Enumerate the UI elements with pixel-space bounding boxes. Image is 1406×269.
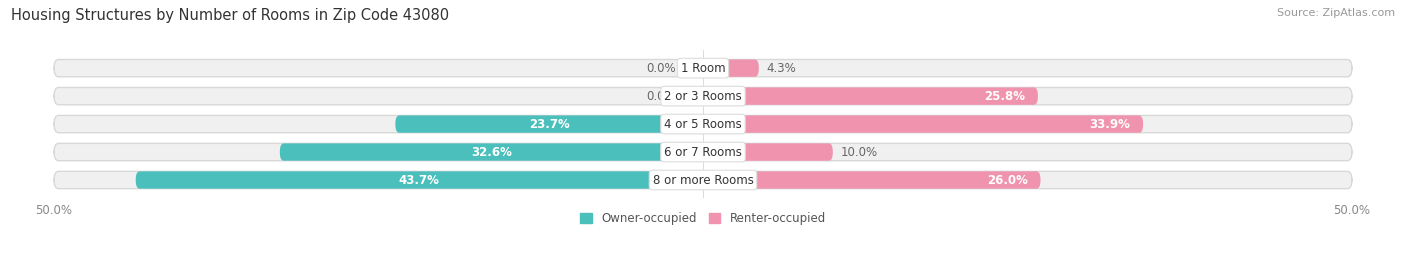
Text: Source: ZipAtlas.com: Source: ZipAtlas.com [1277, 8, 1395, 18]
Text: 2 or 3 Rooms: 2 or 3 Rooms [664, 90, 742, 102]
FancyBboxPatch shape [53, 115, 1353, 133]
Text: 43.7%: 43.7% [399, 174, 440, 186]
FancyBboxPatch shape [683, 59, 703, 77]
Text: 25.8%: 25.8% [984, 90, 1025, 102]
Text: 10.0%: 10.0% [841, 146, 877, 158]
FancyBboxPatch shape [703, 143, 832, 161]
FancyBboxPatch shape [280, 143, 703, 161]
FancyBboxPatch shape [703, 59, 759, 77]
FancyBboxPatch shape [703, 171, 1040, 189]
FancyBboxPatch shape [703, 115, 1143, 133]
Text: 4 or 5 Rooms: 4 or 5 Rooms [664, 118, 742, 130]
FancyBboxPatch shape [53, 59, 1353, 77]
Text: 6 or 7 Rooms: 6 or 7 Rooms [664, 146, 742, 158]
Legend: Owner-occupied, Renter-occupied: Owner-occupied, Renter-occupied [579, 212, 827, 225]
Text: 0.0%: 0.0% [647, 62, 676, 75]
FancyBboxPatch shape [395, 115, 703, 133]
FancyBboxPatch shape [703, 87, 1038, 105]
FancyBboxPatch shape [683, 87, 703, 105]
FancyBboxPatch shape [136, 171, 703, 189]
FancyBboxPatch shape [53, 87, 1353, 105]
FancyBboxPatch shape [53, 171, 1353, 189]
Text: 26.0%: 26.0% [987, 174, 1028, 186]
Text: Housing Structures by Number of Rooms in Zip Code 43080: Housing Structures by Number of Rooms in… [11, 8, 450, 23]
Text: 23.7%: 23.7% [529, 118, 569, 130]
Text: 32.6%: 32.6% [471, 146, 512, 158]
Text: 4.3%: 4.3% [766, 62, 796, 75]
Text: 8 or more Rooms: 8 or more Rooms [652, 174, 754, 186]
FancyBboxPatch shape [53, 143, 1353, 161]
Text: 33.9%: 33.9% [1090, 118, 1130, 130]
Text: 1 Room: 1 Room [681, 62, 725, 75]
Text: 0.0%: 0.0% [647, 90, 676, 102]
